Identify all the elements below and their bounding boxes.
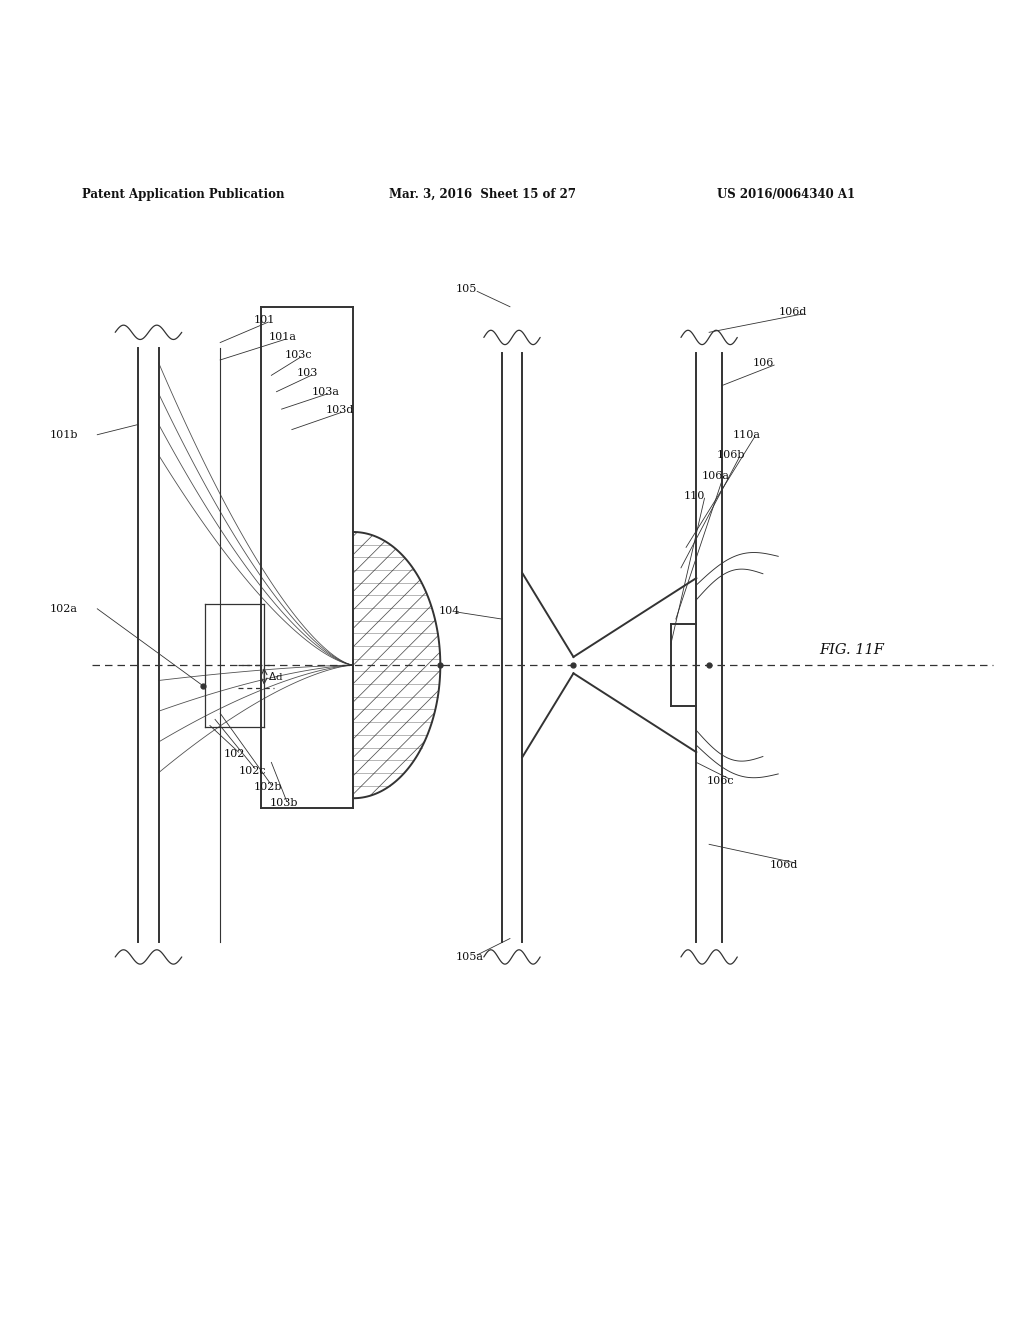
Text: 106a: 106a	[701, 471, 729, 480]
Text: $\Delta$d: $\Delta$d	[268, 671, 284, 682]
Text: Patent Application Publication: Patent Application Publication	[82, 187, 285, 201]
Text: 103b: 103b	[269, 799, 298, 808]
Text: 105: 105	[456, 284, 477, 294]
Text: Mar. 3, 2016  Sheet 15 of 27: Mar. 3, 2016 Sheet 15 of 27	[389, 187, 577, 201]
Text: 102b: 102b	[254, 781, 283, 792]
Text: 103a: 103a	[311, 387, 339, 397]
Text: 103d: 103d	[326, 405, 354, 416]
Text: 101: 101	[254, 315, 275, 325]
Text: 110: 110	[684, 491, 706, 502]
Text: 106d: 106d	[778, 306, 807, 317]
Text: 101a: 101a	[268, 333, 296, 342]
Text: 103: 103	[297, 368, 318, 379]
Text: 101b: 101b	[49, 430, 78, 440]
Text: 106: 106	[753, 358, 774, 368]
Text: 106b: 106b	[717, 450, 745, 461]
Text: 106d: 106d	[770, 859, 799, 870]
Text: 103c: 103c	[285, 350, 312, 360]
Text: 102: 102	[223, 750, 245, 759]
Text: FIG. 11F: FIG. 11F	[819, 643, 884, 657]
Text: 102a: 102a	[49, 603, 77, 614]
Text: 106c: 106c	[707, 776, 734, 785]
Text: 105a: 105a	[456, 952, 483, 962]
Text: 102c: 102c	[239, 766, 266, 776]
Text: US 2016/0064340 A1: US 2016/0064340 A1	[717, 187, 855, 201]
Text: 104: 104	[438, 606, 460, 616]
Text: 110a: 110a	[732, 430, 760, 440]
